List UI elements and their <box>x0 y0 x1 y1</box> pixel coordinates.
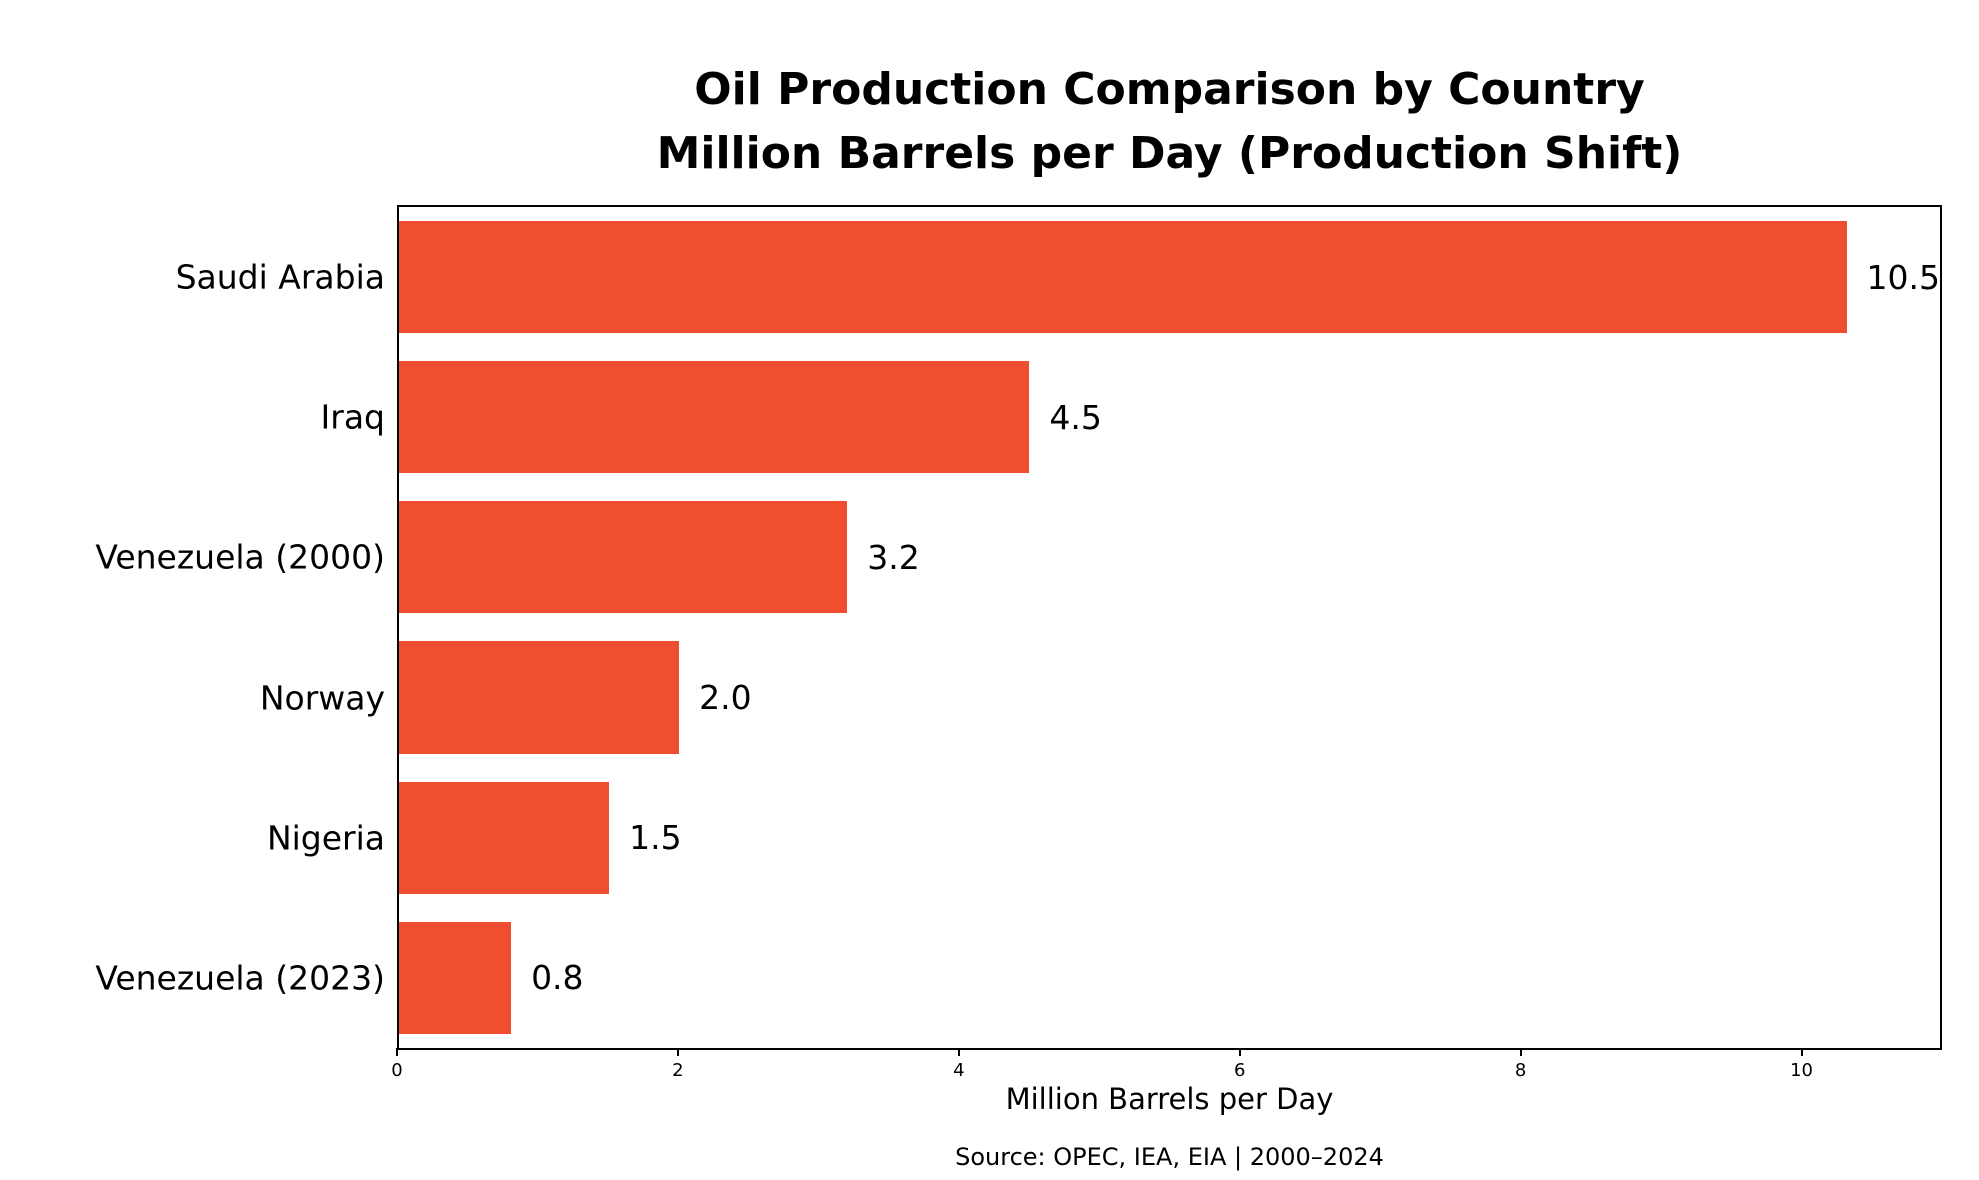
x-tick-mark <box>1238 1048 1241 1056</box>
x-axis-label: Million Barrels per Day <box>1005 1082 1334 1116</box>
chart-title: Oil Production Comparison by Country Mil… <box>656 64 1683 179</box>
plot-area: Saudi Arabia 10.5 Iraq 4.5 Venezuela (2000) 3… <box>95 205 1942 1081</box>
x-tick-mark <box>1800 1048 1803 1056</box>
bar-row: Venezuela (2000) 3.2 <box>95 487 1940 627</box>
x-tick-label: 4 <box>953 1060 965 1081</box>
bar-value-label: 10.5 <box>1866 257 1940 297</box>
bar <box>399 361 1030 474</box>
y-tick-label: Saudi Arabia <box>175 257 385 297</box>
bar-row: Iraq 4.5 <box>321 347 1940 487</box>
x-tick-mark <box>957 1048 960 1056</box>
bar-row: Saudi Arabia 10.5 <box>176 207 1940 347</box>
bar <box>399 641 680 754</box>
bar <box>399 781 610 894</box>
y-tick-label: Iraq <box>320 397 385 437</box>
bar-row: Nigeria 1.5 <box>267 768 1940 908</box>
x-tick-mark <box>1519 1048 1522 1056</box>
bar-value-label: 1.5 <box>629 818 682 858</box>
x-tick-label: 6 <box>1233 1060 1246 1081</box>
x-tick-label: 10 <box>1790 1060 1813 1081</box>
x-tick-mark <box>676 1048 679 1056</box>
bar-value-label: 3.2 <box>867 537 920 577</box>
bar <box>399 501 848 614</box>
bar <box>399 921 512 1034</box>
bar-row: Venezuela (2023) 0.8 <box>95 908 1940 1048</box>
bar-value-label: 4.5 <box>1049 397 1102 437</box>
y-tick-label: Nigeria <box>266 818 385 858</box>
source-note: Source: OPEC, IEA, EIA | 2000–2024 <box>955 1143 1384 1171</box>
bar-row: Norway 2.0 <box>260 627 1940 767</box>
x-tick-label: 2 <box>672 1060 684 1081</box>
bar <box>399 221 1847 334</box>
bar-value-label: 0.8 <box>531 958 584 998</box>
x-tick-mark <box>396 1048 398 1056</box>
x-axis-ticks: 0 2 4 6 8 10 <box>391 1048 1942 1088</box>
bar-value-label: 2.0 <box>699 678 752 718</box>
y-tick-label: Venezuela (2000) <box>95 537 385 577</box>
x-tick-label: 8 <box>1514 1060 1527 1081</box>
y-tick-label: Norway <box>259 678 385 718</box>
x-tick-label: 0 <box>391 1060 403 1081</box>
y-tick-label: Venezuela (2023) <box>95 958 385 998</box>
